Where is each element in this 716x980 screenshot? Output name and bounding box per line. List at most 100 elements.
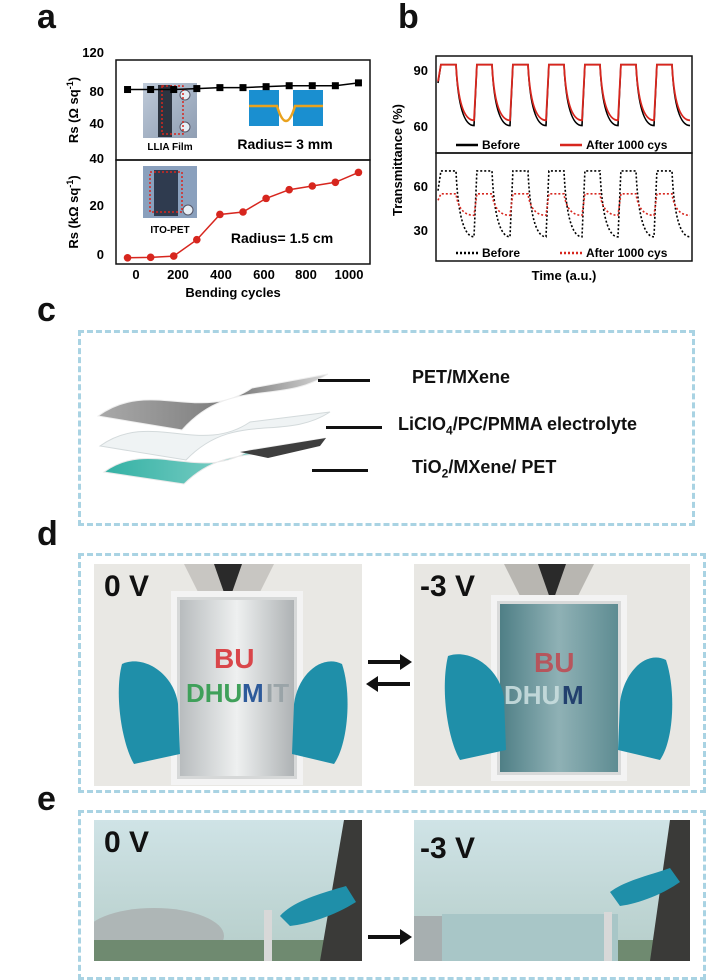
a-xtick-200: 200 [167, 267, 189, 282]
b-bottom-ytick-30: 30 [414, 223, 428, 238]
electrolyte-layer [98, 411, 331, 461]
a-bottom-point [262, 194, 270, 203]
bottom-radius-label: Radius= 1.5 cm [231, 230, 333, 246]
a-bottom-point [146, 253, 155, 262]
a-top-point [170, 86, 178, 94]
ito-pet-label: ITO-PET [150, 225, 189, 236]
a-bottom-point [308, 182, 317, 190]
panel-b-bottom-series [437, 170, 691, 238]
switch-arrows-e [368, 929, 412, 945]
voltage-minus3v-e: -3 V [420, 832, 476, 865]
bending-schematic [249, 90, 323, 126]
b-bottom-legend-before: Before [482, 246, 520, 260]
photo-0v-device: BU DHU M IT [94, 564, 362, 786]
a-xtick-0: 0 [132, 267, 139, 282]
a-bottom-ytick-0: 0 [97, 247, 104, 262]
panel-b-top-series [437, 63, 691, 127]
llia-film-photo [143, 83, 197, 138]
b-top-ytick-90: 90 [414, 63, 428, 78]
a-top-ytick-40b: 40 [90, 151, 104, 166]
panel-a-top-yticks: 120 80 40 40 [82, 45, 104, 166]
photo-minus3v-device: BU DHU M [414, 564, 690, 786]
logo-dhu-right: DHU [504, 680, 560, 710]
panel-letter-e: e [37, 780, 56, 818]
panel-letter-c: c [37, 291, 56, 329]
switch-arrows-d [366, 654, 412, 692]
panel-b-chart: 90 60 60 30 Transmittance (%) Time (a.u.… [390, 55, 693, 283]
top-radius-label: Radius= 3 mm [237, 136, 332, 152]
a-bottom-point [193, 235, 201, 244]
a-bottom-point [169, 252, 178, 260]
logo-it-left: IT [266, 678, 289, 708]
a-bottom-point [216, 210, 224, 219]
panel-a-top-ylabel: Rs (Ω sq-1) [65, 77, 81, 143]
logo-m-right: M [562, 680, 584, 710]
leader-line-1 [318, 379, 370, 382]
ito-pet-photo [143, 166, 197, 218]
panel-b-top-legend: Before After 1000 cys [456, 138, 668, 152]
a-top-point [308, 82, 316, 90]
panel-a-bottom-series [123, 168, 363, 262]
logo-m-left: M [242, 678, 264, 708]
panel-b-bottom-frame [435, 152, 693, 262]
panel-letter-a: a [37, 0, 56, 36]
panel-b-ylabel: Transmittance (%) [390, 104, 405, 216]
panel-a-top-series [124, 79, 362, 94]
b-bottom-before-trace [437, 170, 691, 238]
a-top-point [354, 79, 362, 87]
panel-b-xlabel: Time (a.u.) [532, 268, 597, 283]
a-xtick-800: 800 [295, 267, 317, 282]
panel-a-xlabel: Bending cycles [185, 285, 280, 300]
logo-dhu-left: DHU [186, 678, 242, 708]
b-bottom-after-trace [437, 193, 691, 217]
label-pet-mxene: PET/MXene [412, 367, 511, 387]
photo-minus3v-window [414, 820, 690, 961]
a-top-ytick-40: 40 [90, 116, 104, 131]
a-top-point [216, 84, 224, 92]
voltage-minus3v-d: -3 V [420, 570, 476, 603]
llia-film-label: LLIA Film [147, 142, 192, 153]
a-top-point [193, 85, 201, 93]
leader-line-3 [312, 469, 368, 472]
panel-letter-b: b [398, 0, 419, 36]
panel-d-box [78, 553, 706, 793]
a-bottom-point [239, 208, 247, 216]
panel-a-bottom-frame [115, 159, 371, 265]
voltage-0v-d: 0 V [104, 570, 150, 603]
a-top-point [262, 83, 270, 91]
b-top-legend-after: After 1000 cys [586, 138, 668, 152]
panel-c-box [78, 330, 695, 526]
a-xtick-600: 600 [253, 267, 275, 282]
label-tio2-mxene: TiO2/MXene/ PET [412, 457, 557, 481]
b-bottom-ytick-60: 60 [414, 179, 428, 194]
a-xtick-400: 400 [210, 267, 232, 282]
a-top-point [331, 82, 339, 90]
photo-0v-window [94, 820, 362, 961]
voltage-0v-e: 0 V [104, 826, 150, 859]
panel-a-bottom-ylabel: Rs (kΩ sq-1) [65, 175, 81, 248]
a-xtick-1000: 1000 [335, 267, 364, 282]
a-top-point [124, 86, 132, 94]
label-electrolyte: LiClO4/PC/PMMA electrolyte [398, 414, 638, 438]
b-top-ytick-60: 60 [414, 119, 428, 134]
a-top-point [147, 86, 155, 94]
logo-bu-left: BU [214, 643, 254, 674]
a-top-ytick-120: 120 [82, 45, 104, 60]
a-top-point [285, 82, 293, 90]
a-bottom-point [285, 185, 293, 194]
a-bottom-point [331, 178, 340, 187]
panel-a-chart: 120 80 40 40 20 0 0 200 400 600 800 1000… [65, 45, 371, 300]
panel-a-bottom-yticks: 20 0 [90, 198, 104, 262]
a-bottom-ytick-20: 20 [90, 198, 104, 213]
b-top-after-trace [437, 63, 691, 122]
leader-line-2 [326, 426, 382, 429]
b-top-legend-before: Before [482, 138, 520, 152]
a-top-ytick-80: 80 [90, 84, 104, 99]
pet-mxene-layer [96, 373, 329, 431]
a-bottom-point [123, 254, 132, 262]
panel-letter-d: d [37, 515, 58, 553]
b-bottom-legend-after: After 1000 cys [586, 246, 668, 260]
a-top-point [239, 84, 247, 92]
panel-b-bottom-legend: Before After 1000 cys [456, 246, 668, 260]
a-bottom-point [354, 168, 363, 177]
